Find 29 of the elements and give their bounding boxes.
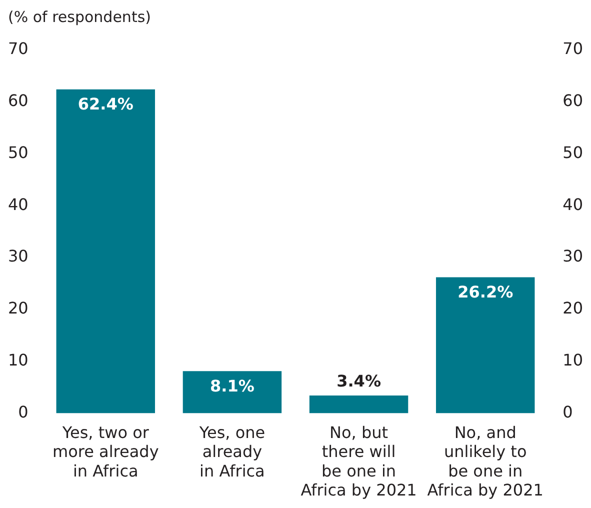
data-label: 3.4% [336, 372, 381, 391]
y2-tick-label: 40 [562, 194, 583, 214]
y-axis-title: (% of respondents) [8, 8, 151, 26]
y-tick-label: 10 [8, 350, 28, 370]
x-tick-label: No, but there will be one in Africa by 2021 [300, 422, 417, 500]
x-tick-label: Yes, one already in Africa [198, 422, 266, 480]
y2-tick-label: 10 [562, 350, 583, 370]
y2-tick-label: 0 [562, 402, 573, 422]
bar [182, 371, 282, 414]
bar [436, 277, 535, 414]
y-tick-label: 50 [8, 142, 28, 162]
y-tick-label: 0 [18, 402, 28, 422]
bar [309, 396, 408, 414]
y2-tick-label: 60 [562, 91, 583, 110]
y2-tick-label: 50 [562, 142, 583, 162]
data-label: 8.1% [210, 376, 254, 396]
bar [56, 89, 156, 414]
x-tick-label: Yes, two or more already in Africa [52, 422, 159, 480]
y2-tick-label: 20 [562, 298, 583, 318]
y-tick-label: 60 [8, 91, 28, 110]
y-tick-label: 40 [8, 194, 28, 214]
data-label: 62.4% [78, 94, 134, 114]
y-tick-label: 20 [8, 298, 28, 318]
x-tick-label: No, and unlikely to be one in Africa by 2021 [427, 422, 544, 500]
y2-tick-label: 70 [562, 39, 583, 58]
data-label: 26.2% [458, 282, 514, 302]
y-tick-label: 30 [8, 246, 28, 266]
y-tick-label: 70 [8, 39, 28, 58]
y2-tick-label: 30 [562, 246, 583, 266]
